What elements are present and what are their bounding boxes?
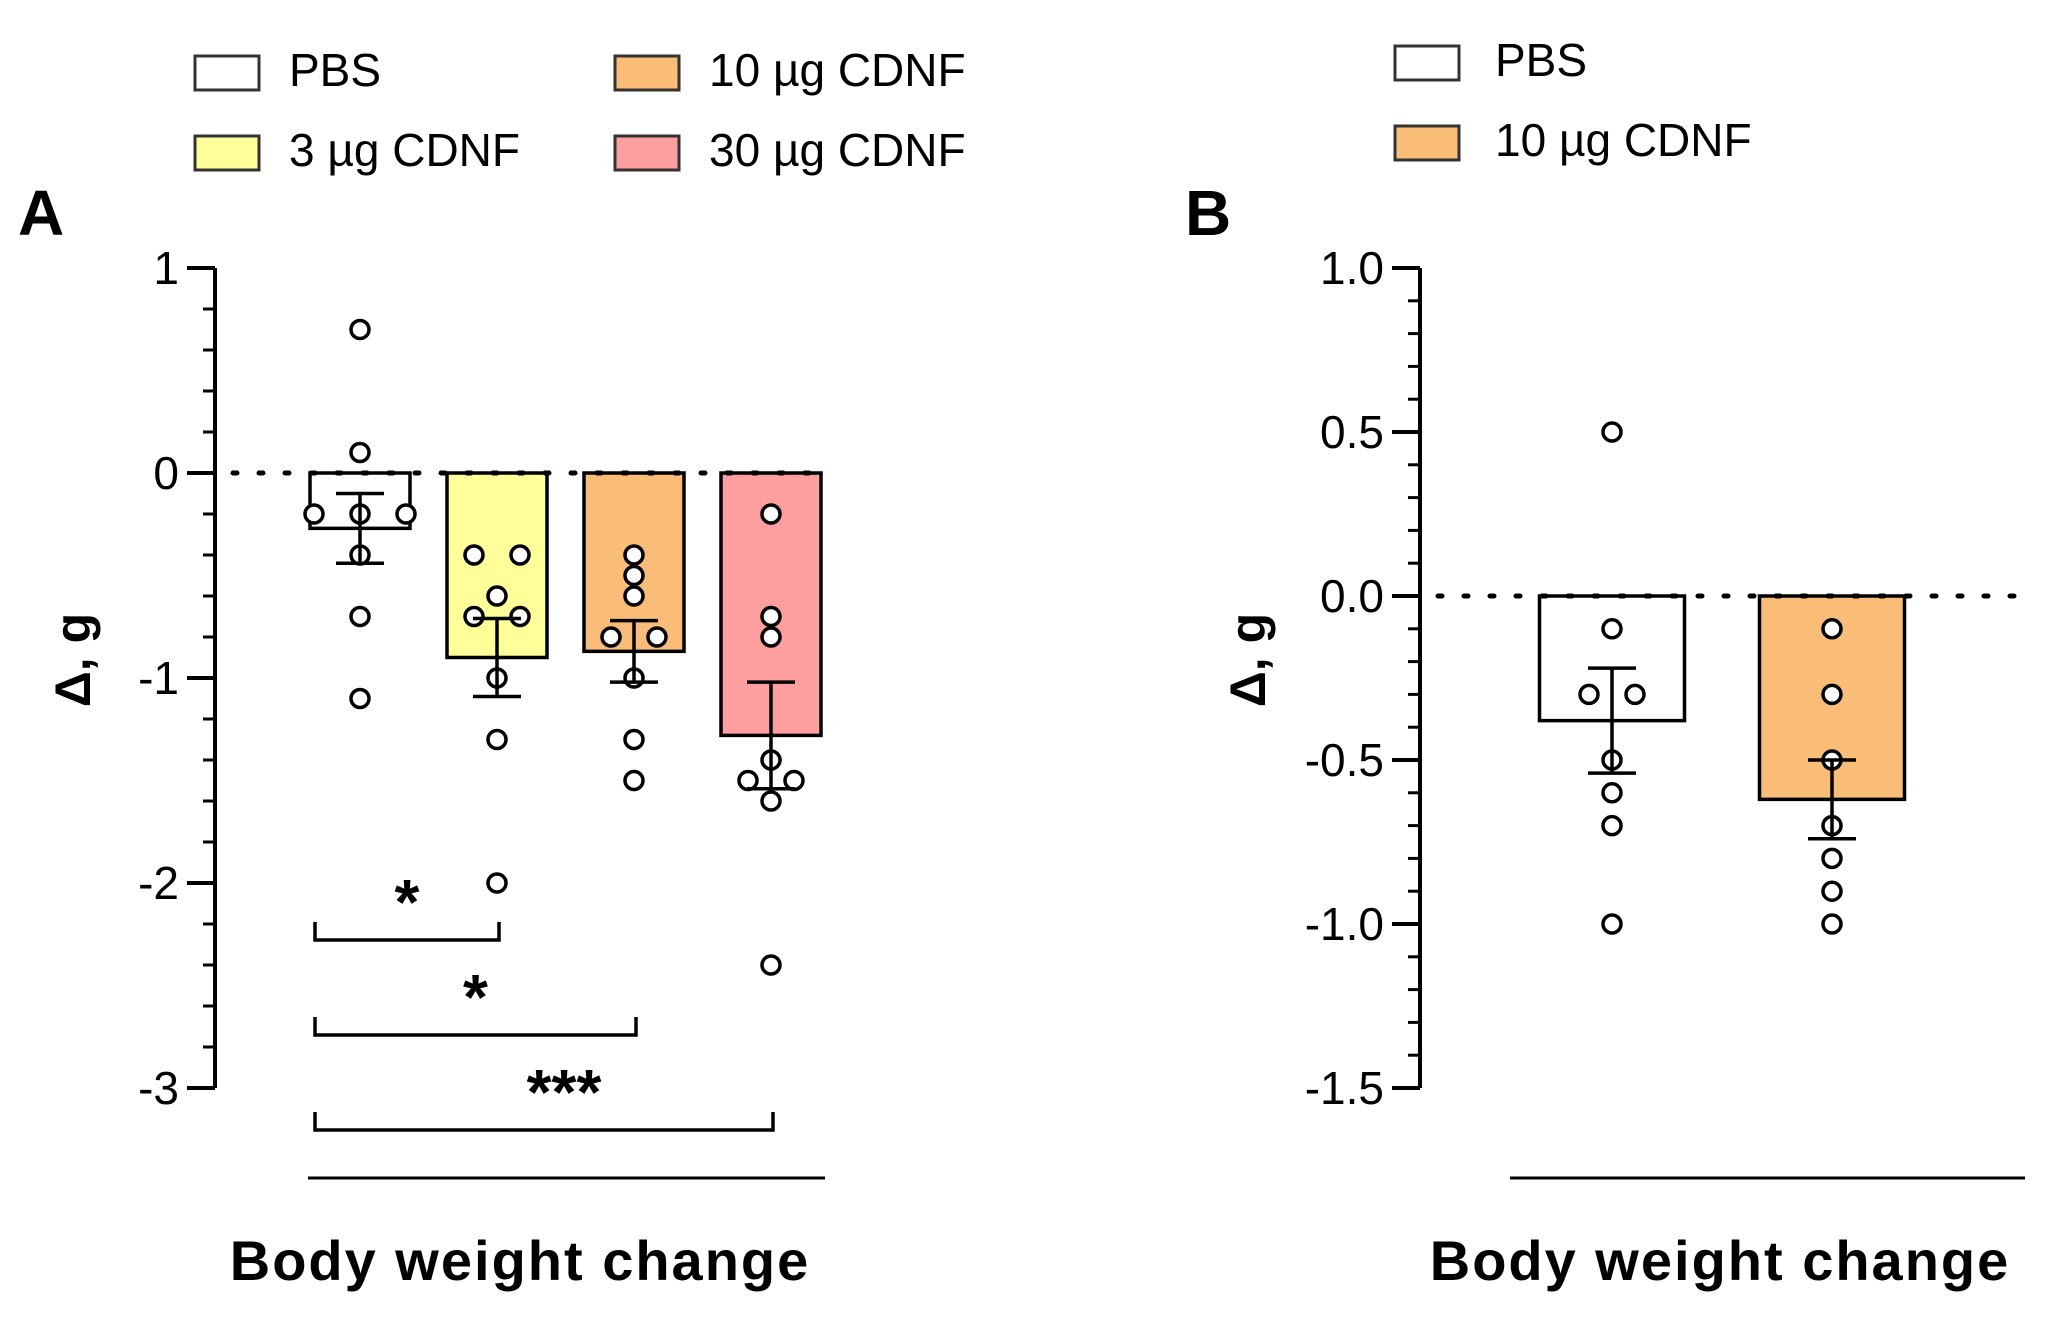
- data-point: [509, 544, 531, 566]
- data-point: [463, 544, 485, 566]
- legend-swatch: [613, 54, 681, 92]
- data-point: [760, 954, 782, 976]
- significance-bracket: ***: [313, 1056, 775, 1132]
- y-tick-label: -2: [138, 857, 179, 909]
- data-point: [303, 503, 325, 525]
- legend-label: 3 µg CDNF: [289, 124, 520, 176]
- data-point: [1821, 618, 1843, 640]
- data-point: [1821, 880, 1843, 902]
- data-point: [395, 503, 417, 525]
- legend-label: 30 µg CDNF: [709, 124, 966, 176]
- y-tick-label: 1: [153, 242, 179, 294]
- significance-bracket: *: [313, 866, 501, 942]
- legend-label: PBS: [289, 44, 381, 96]
- panel-b: PBS 10 µg CDNF B 1.0 0.5 0.0 -0.5 -1.0 -1.5 Δ, g B…: [1185, 34, 2028, 1292]
- panel-letter: A: [18, 177, 64, 249]
- data-point: [600, 626, 622, 648]
- significance-label: *: [463, 961, 488, 1033]
- panel-letter: B: [1185, 177, 1231, 249]
- panel-a: PBS 3 µg CDNF 10 µg CDNF 30 µg CDNF A 1 0 -1 -2 -…: [18, 44, 966, 1292]
- data-point: [486, 728, 508, 751]
- y-tick-label: 0.5: [1320, 406, 1384, 458]
- data-point: [1821, 847, 1843, 870]
- data-point: [623, 728, 645, 751]
- data-point: [463, 605, 485, 628]
- legend-swatch: [1393, 44, 1461, 82]
- data-point: [486, 872, 508, 894]
- data-point: [783, 769, 805, 792]
- y-tick-label: 0: [153, 447, 179, 499]
- y-axis-label: Δ, g: [1220, 613, 1276, 707]
- data-point: [349, 687, 371, 710]
- data-point: [623, 544, 645, 566]
- bracket-line: [313, 922, 501, 942]
- data-point: [760, 503, 782, 525]
- data-point: [349, 318, 371, 341]
- data-point: [623, 585, 645, 607]
- data-point: [1821, 683, 1843, 706]
- data-point: [623, 564, 645, 587]
- data-point: [486, 585, 508, 607]
- significance-label: ***: [527, 1056, 602, 1128]
- data-point: [1601, 421, 1623, 443]
- y-tick-label: 1.0: [1320, 242, 1384, 294]
- data-point: [646, 626, 668, 648]
- data-point: [1601, 814, 1623, 837]
- data-point: [1601, 782, 1623, 804]
- data-point: [1821, 913, 1843, 935]
- y-tick-label: -0.5: [1305, 734, 1384, 786]
- data-point: [737, 769, 759, 792]
- y-tick-label: -1.0: [1305, 898, 1384, 950]
- legend-entry: PBS: [1393, 34, 1587, 86]
- data-point: [760, 626, 782, 648]
- legend-swatch: [193, 54, 261, 92]
- legend-entry: PBS: [193, 44, 381, 96]
- legend-label: 10 µg CDNF: [1495, 114, 1752, 166]
- data-point: [623, 769, 645, 792]
- legend-swatch: [193, 134, 261, 172]
- data-point: [1578, 683, 1600, 706]
- legend-label: PBS: [1495, 34, 1587, 86]
- data-point: [1601, 618, 1623, 640]
- data-point: [509, 605, 531, 628]
- legend-entry: 30 µg CDNF: [613, 124, 966, 176]
- significance-bracket: *: [313, 961, 638, 1037]
- data-point: [760, 790, 782, 812]
- data-point: [760, 605, 782, 628]
- legend-swatch: [613, 134, 681, 172]
- data-point: [1601, 913, 1623, 935]
- data-point: [1624, 683, 1646, 706]
- bracket-line: [313, 1112, 775, 1132]
- significance-label: *: [395, 866, 420, 938]
- data-point: [349, 441, 371, 464]
- legend-label: 10 µg CDNF: [709, 44, 966, 96]
- y-tick-label: -1: [138, 652, 179, 704]
- legend-entry: 3 µg CDNF: [193, 124, 520, 176]
- x-axis-label: Body weight change: [1430, 1229, 2011, 1292]
- legend-swatch: [1393, 124, 1461, 162]
- y-tick-label: -1.5: [1305, 1062, 1384, 1114]
- x-axis-label: Body weight change: [230, 1229, 811, 1292]
- y-tick-label: 0.0: [1320, 570, 1384, 622]
- legend-entry: 10 µg CDNF: [613, 44, 966, 96]
- legend-entry: 10 µg CDNF: [1393, 114, 1752, 166]
- data-point: [349, 605, 371, 628]
- y-tick-label: -3: [138, 1062, 179, 1114]
- y-axis-label: Δ, g: [45, 613, 101, 707]
- bracket-line: [313, 1017, 638, 1037]
